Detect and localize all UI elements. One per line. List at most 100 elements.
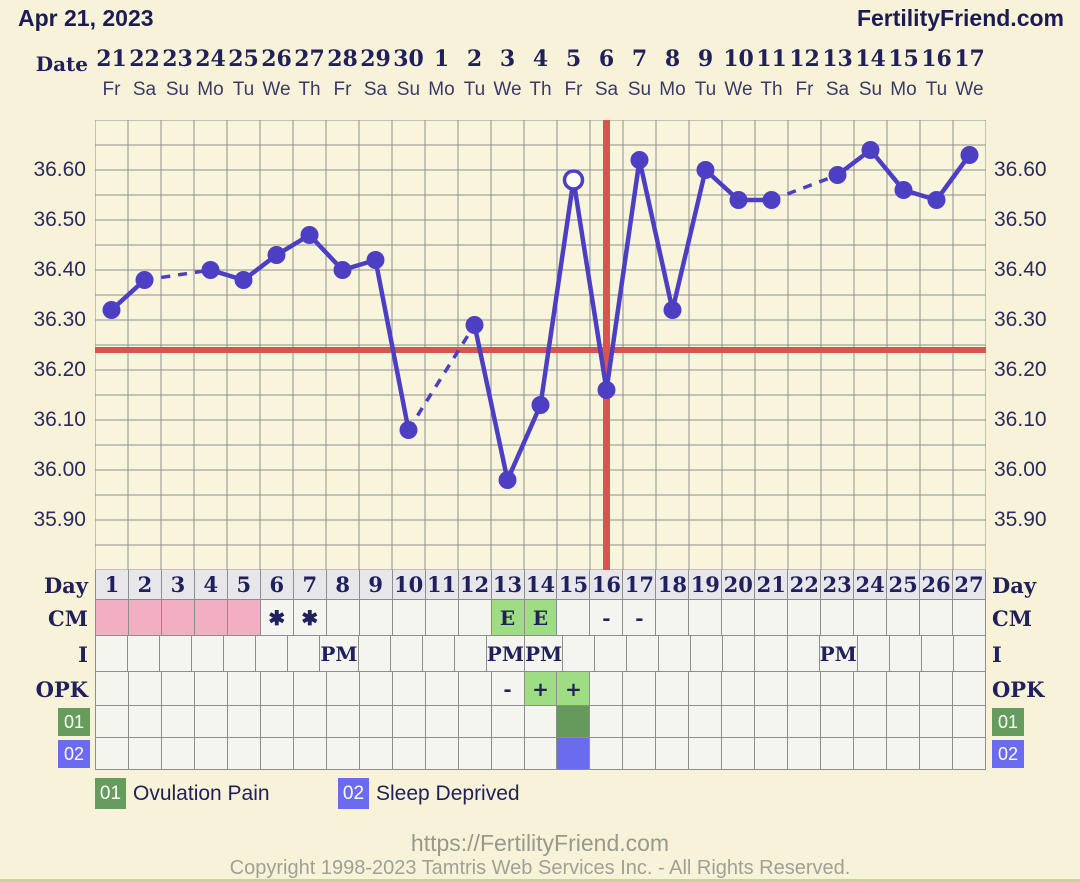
02-cell-day-21[interactable] (755, 738, 789, 770)
01-cell-day-13[interactable] (491, 706, 525, 738)
02-cell-day-25[interactable] (887, 738, 921, 770)
day-header-3[interactable]: 3 (161, 570, 195, 600)
02-cell-day-13[interactable] (491, 738, 525, 770)
01-cell-day-24[interactable] (854, 706, 888, 738)
date-col-2[interactable]: 22 (129, 46, 160, 72)
01-cell-day-3[interactable] (161, 706, 195, 738)
temp-point-day-4[interactable] (201, 261, 220, 279)
temp-point-day-9[interactable] (366, 251, 385, 269)
day-header-20[interactable]: 20 (722, 570, 756, 600)
i-cell-day-8[interactable]: PM (320, 636, 359, 672)
01-cell-day-1[interactable] (96, 706, 129, 738)
i-cell-day-10[interactable] (390, 636, 423, 672)
cm-cell-day-14[interactable]: E (524, 600, 558, 636)
opk-cell-day-16[interactable] (590, 672, 624, 706)
day-header-18[interactable]: 18 (656, 570, 690, 600)
cm-cell-day-19[interactable] (689, 600, 723, 636)
opk-cell-day-6[interactable] (260, 672, 294, 706)
cm-cell-day-22[interactable] (788, 600, 822, 636)
01-cell-day-22[interactable] (788, 706, 822, 738)
opk-cell-day-9[interactable] (359, 672, 393, 706)
opk-cell-day-27[interactable] (953, 672, 986, 706)
01-cell-day-8[interactable] (326, 706, 360, 738)
date-col-5[interactable]: 25 (228, 46, 259, 72)
temp-point-day-10[interactable] (399, 421, 418, 439)
temp-point-day-21[interactable] (762, 191, 781, 209)
cm-cell-day-21[interactable] (755, 600, 789, 636)
day-header-19[interactable]: 19 (689, 570, 723, 600)
opk-cell-day-26[interactable] (920, 672, 954, 706)
temp-point-day-7[interactable] (300, 226, 319, 244)
cm-cell-day-4[interactable] (194, 600, 228, 636)
cm-cell-day-7[interactable]: ✱ (293, 600, 327, 636)
01-cell-day-26[interactable] (920, 706, 954, 738)
date-col-20[interactable]: 10 (723, 46, 754, 72)
02-cell-day-26[interactable] (920, 738, 954, 770)
date-col-19[interactable]: 9 (697, 46, 714, 72)
day-header-22[interactable]: 22 (788, 570, 822, 600)
cm-cell-day-26[interactable] (920, 600, 954, 636)
cm-cell-day-13[interactable]: E (491, 600, 525, 636)
temp-point-day-6[interactable] (267, 246, 286, 264)
day-header-26[interactable]: 26 (920, 570, 954, 600)
opk-cell-day-12[interactable] (458, 672, 492, 706)
opk-cell-day-8[interactable] (326, 672, 360, 706)
temp-point-day-18[interactable] (663, 301, 682, 319)
day-header-8[interactable]: 8 (326, 570, 360, 600)
i-cell-day-26[interactable] (921, 636, 954, 672)
opk-cell-day-5[interactable] (227, 672, 261, 706)
date-col-10[interactable]: 30 (393, 46, 424, 72)
cm-cell-day-27[interactable] (953, 600, 986, 636)
i-cell-day-1[interactable] (96, 636, 129, 672)
date-col-3[interactable]: 23 (162, 46, 193, 72)
opk-cell-day-21[interactable] (755, 672, 789, 706)
date-col-11[interactable]: 1 (433, 46, 450, 72)
opk-cell-day-22[interactable] (788, 672, 822, 706)
opk-cell-day-25[interactable] (887, 672, 921, 706)
temp-point-day-13[interactable] (498, 471, 517, 489)
opk-cell-day-17[interactable] (623, 672, 657, 706)
opk-cell-day-18[interactable] (656, 672, 690, 706)
cm-cell-day-1[interactable] (96, 600, 129, 636)
temp-point-day-26[interactable] (927, 191, 946, 209)
cm-cell-day-24[interactable] (854, 600, 888, 636)
opk-cell-day-2[interactable] (128, 672, 162, 706)
i-cell-day-25[interactable] (889, 636, 922, 672)
temp-point-day-17[interactable] (630, 151, 649, 169)
date-col-22[interactable]: 12 (789, 46, 820, 72)
opk-cell-day-3[interactable] (161, 672, 195, 706)
cm-cell-day-23[interactable] (821, 600, 855, 636)
temp-point-day-24[interactable] (861, 141, 880, 159)
date-col-17[interactable]: 7 (631, 46, 648, 72)
cm-cell-day-16[interactable]: - (590, 600, 624, 636)
02-cell-day-9[interactable] (359, 738, 393, 770)
temp-point-day-20[interactable] (729, 191, 748, 209)
date-col-15[interactable]: 5 (565, 46, 582, 72)
01-cell-day-16[interactable] (590, 706, 624, 738)
cm-cell-day-20[interactable] (722, 600, 756, 636)
date-col-27[interactable]: 17 (954, 46, 985, 72)
day-header-5[interactable]: 5 (227, 570, 261, 600)
footer-url-link[interactable]: https://FertilityFriend.com (410, 830, 670, 856)
02-cell-day-1[interactable] (96, 738, 129, 770)
i-cell-day-9[interactable] (358, 636, 391, 672)
i-cell-day-6[interactable] (256, 636, 289, 672)
date-col-18[interactable]: 8 (664, 46, 681, 72)
01-cell-day-23[interactable] (821, 706, 855, 738)
01-cell-day-27[interactable] (953, 706, 986, 738)
01-cell-day-21[interactable] (755, 706, 789, 738)
02-cell-day-24[interactable] (854, 738, 888, 770)
01-cell-day-5[interactable] (227, 706, 261, 738)
temp-point-day-12[interactable] (465, 316, 484, 334)
01-cell-day-6[interactable] (260, 706, 294, 738)
cm-cell-day-8[interactable] (326, 600, 360, 636)
01-cell-day-18[interactable] (656, 706, 690, 738)
i-cell-day-24[interactable] (857, 636, 890, 672)
cm-cell-day-10[interactable] (392, 600, 426, 636)
opk-cell-day-23[interactable] (821, 672, 855, 706)
day-header-27[interactable]: 27 (953, 570, 986, 600)
i-cell-day-12[interactable] (454, 636, 487, 672)
i-cell-day-4[interactable] (192, 636, 225, 672)
day-header-24[interactable]: 24 (854, 570, 888, 600)
01-cell-day-20[interactable] (722, 706, 756, 738)
